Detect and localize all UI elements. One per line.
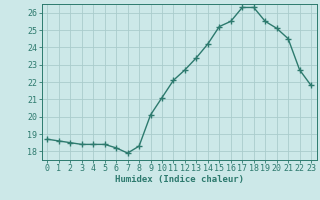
X-axis label: Humidex (Indice chaleur): Humidex (Indice chaleur) <box>115 175 244 184</box>
